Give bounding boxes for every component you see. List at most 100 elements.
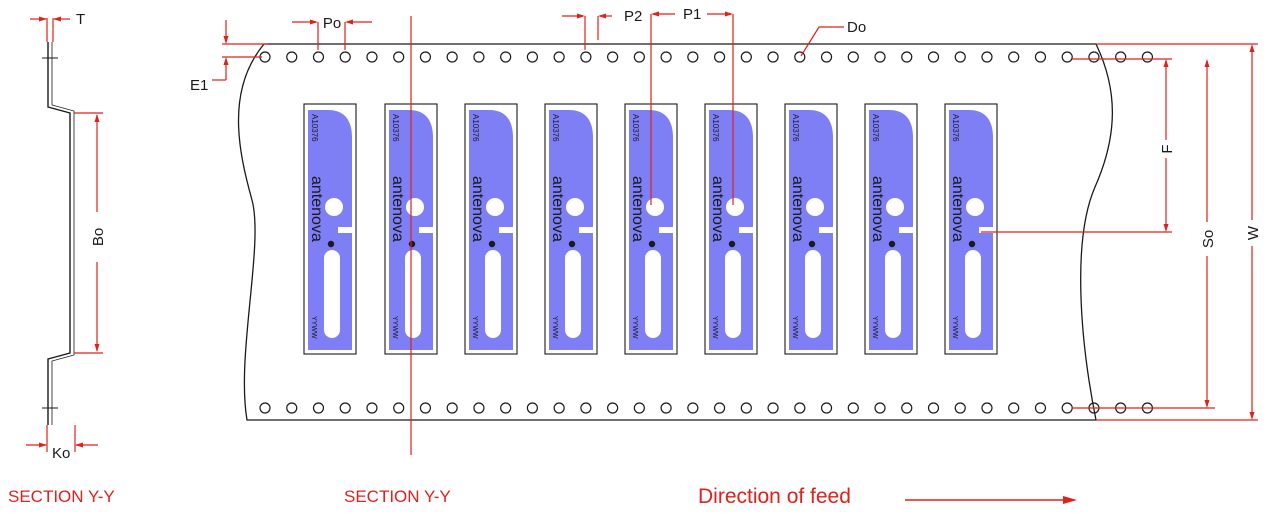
label-f: F xyxy=(1159,144,1176,153)
sprocket-hole xyxy=(393,51,405,63)
sprocket-hole xyxy=(740,402,752,414)
sprocket-hole xyxy=(1141,51,1154,63)
date-code-text: YYWW xyxy=(871,316,878,339)
section-caption-middle: SECTION Y-Y xyxy=(344,487,451,506)
sprocket-hole xyxy=(981,51,993,63)
antenna-hole xyxy=(806,198,824,216)
sprocket-hole xyxy=(633,402,645,414)
antenna-hole xyxy=(886,198,904,216)
antenna-cutout xyxy=(565,250,581,338)
label-t: T xyxy=(76,11,85,28)
antenna-slot xyxy=(979,227,993,233)
brand-text: antenova xyxy=(549,176,566,242)
label-p2: P2 xyxy=(624,8,642,25)
antenna-cutout xyxy=(645,250,661,338)
label-so: So xyxy=(1200,230,1217,248)
sprocket-hole xyxy=(607,402,619,414)
antenna-cutout xyxy=(885,250,901,338)
brand-text: antenova xyxy=(869,176,886,242)
sprocket-hole xyxy=(286,51,298,63)
date-code-text: YYWW xyxy=(391,316,398,339)
antenna-slot xyxy=(338,227,352,233)
antenna-slot xyxy=(899,227,913,233)
feed-direction-caption: Direction of feed xyxy=(698,485,851,508)
date-code-text: YYWW xyxy=(791,316,798,339)
part-number-text: A10376 xyxy=(951,114,960,142)
sprocket-hole xyxy=(473,402,485,414)
antenna-cutout xyxy=(725,250,741,338)
antenna-part xyxy=(629,110,673,350)
sprocket-hole xyxy=(794,402,806,414)
label-do: Do xyxy=(847,19,866,36)
sprocket-hole xyxy=(901,402,913,414)
date-code-text: YYWW xyxy=(951,316,958,339)
sprocket-hole xyxy=(1088,51,1100,63)
sprocket-hole xyxy=(1008,402,1020,414)
part-number-text: A10376 xyxy=(551,114,560,142)
label-bo: Bo xyxy=(90,228,107,246)
pocket: A10376 antenova YYWW xyxy=(784,103,838,355)
sprocket-hole xyxy=(954,51,966,63)
part-number-text: A10376 xyxy=(471,114,480,142)
sprocket-hole xyxy=(473,51,485,63)
date-code-text: YYWW xyxy=(551,316,558,339)
brand-text: antenova xyxy=(308,176,325,242)
sprocket-hole xyxy=(687,402,699,414)
part-number-text: A10376 xyxy=(631,114,640,142)
brand-text: antenova xyxy=(949,176,966,242)
brand-text: antenova xyxy=(789,176,806,242)
antenna-hole xyxy=(325,198,343,216)
antenna-part xyxy=(789,110,833,350)
sprocket-hole xyxy=(767,51,779,63)
sprocket-hole xyxy=(1061,51,1073,63)
antenna-part xyxy=(949,110,993,350)
antenna-hole xyxy=(566,198,584,216)
antenna-dot xyxy=(648,240,656,248)
date-code-text: YYWW xyxy=(310,316,317,339)
sprocket-hole xyxy=(393,402,405,414)
brand-text: antenova xyxy=(469,176,486,242)
date-code-text: YYWW xyxy=(711,316,718,339)
sprocket-hole xyxy=(286,402,298,414)
part-number-text: A10376 xyxy=(391,114,400,142)
antenna-hole xyxy=(486,198,504,216)
section-arrowheads xyxy=(39,16,100,448)
pocket: A10376 antenova YYWW xyxy=(544,103,598,355)
sprocket-hole xyxy=(419,51,432,63)
date-code-text: YYWW xyxy=(471,316,478,339)
antenna-dot xyxy=(408,240,416,248)
sprocket-hole xyxy=(446,51,458,63)
antenna-cutout xyxy=(805,250,821,338)
sprocket-hole xyxy=(847,51,859,63)
sprocket-hole xyxy=(981,402,993,414)
antenna-dot xyxy=(968,240,976,248)
antenna-part xyxy=(549,110,593,350)
sprocket-hole xyxy=(500,51,512,63)
sprocket-hole xyxy=(366,51,378,63)
pocket: A10376 antenova YYWW xyxy=(303,103,357,355)
antenna-cutout xyxy=(405,250,421,338)
sprocket-hole xyxy=(526,51,539,63)
sprocket-hole xyxy=(820,51,833,63)
antenna-cutout xyxy=(965,250,981,338)
sprocket-hole xyxy=(259,402,271,414)
part-number-text: A10376 xyxy=(711,114,720,142)
antenna-slot xyxy=(499,227,513,233)
antenna-dot xyxy=(808,240,816,248)
antenna-slot xyxy=(419,227,433,233)
sprocket-hole xyxy=(419,402,432,414)
antenna-dot xyxy=(488,240,496,248)
sprocket-hole xyxy=(874,402,886,414)
sprocket-hole xyxy=(553,51,565,63)
sprocket-hole xyxy=(633,51,645,63)
sprocket-hole xyxy=(874,51,886,63)
pocket: A10376 antenova YYWW xyxy=(944,103,998,355)
label-po: Po xyxy=(323,15,341,32)
sprocket-hole xyxy=(927,51,940,63)
sprocket-hole xyxy=(553,402,565,414)
feed-arrow-icon xyxy=(905,496,1077,504)
sprocket-hole xyxy=(1008,51,1020,63)
sprocket-hole xyxy=(366,402,378,414)
sprocket-hole xyxy=(687,51,699,63)
